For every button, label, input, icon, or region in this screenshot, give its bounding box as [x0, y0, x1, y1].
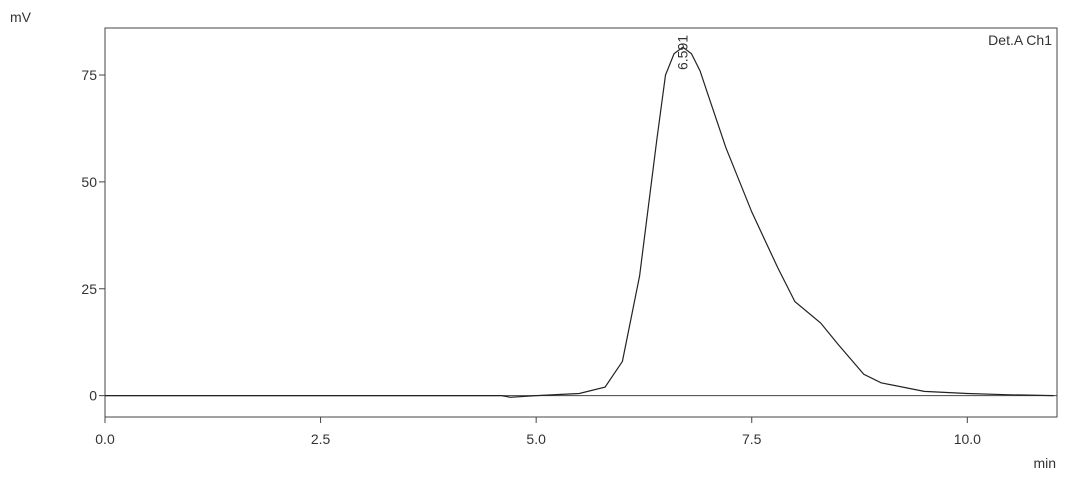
y-tick-label: 25 — [81, 281, 97, 297]
x-unit: min — [1033, 455, 1056, 471]
y-tick-label: 0 — [89, 388, 97, 404]
x-tick-label: 10.0 — [954, 431, 981, 447]
channel-label: Det.A Ch1 — [988, 32, 1052, 48]
x-tick-label: 2.5 — [311, 431, 331, 447]
x-tick-label: 7.5 — [742, 431, 762, 447]
peak-label: 6.591 — [674, 35, 690, 70]
x-tick-label: 5.0 — [526, 431, 546, 447]
y-tick-label: 50 — [81, 174, 97, 190]
x-tick-label: 0.0 — [95, 431, 115, 447]
trace — [105, 46, 1054, 398]
y-unit: mV — [10, 9, 32, 25]
plot-frame — [104, 27, 1058, 418]
y-tick-label: 75 — [81, 67, 97, 83]
